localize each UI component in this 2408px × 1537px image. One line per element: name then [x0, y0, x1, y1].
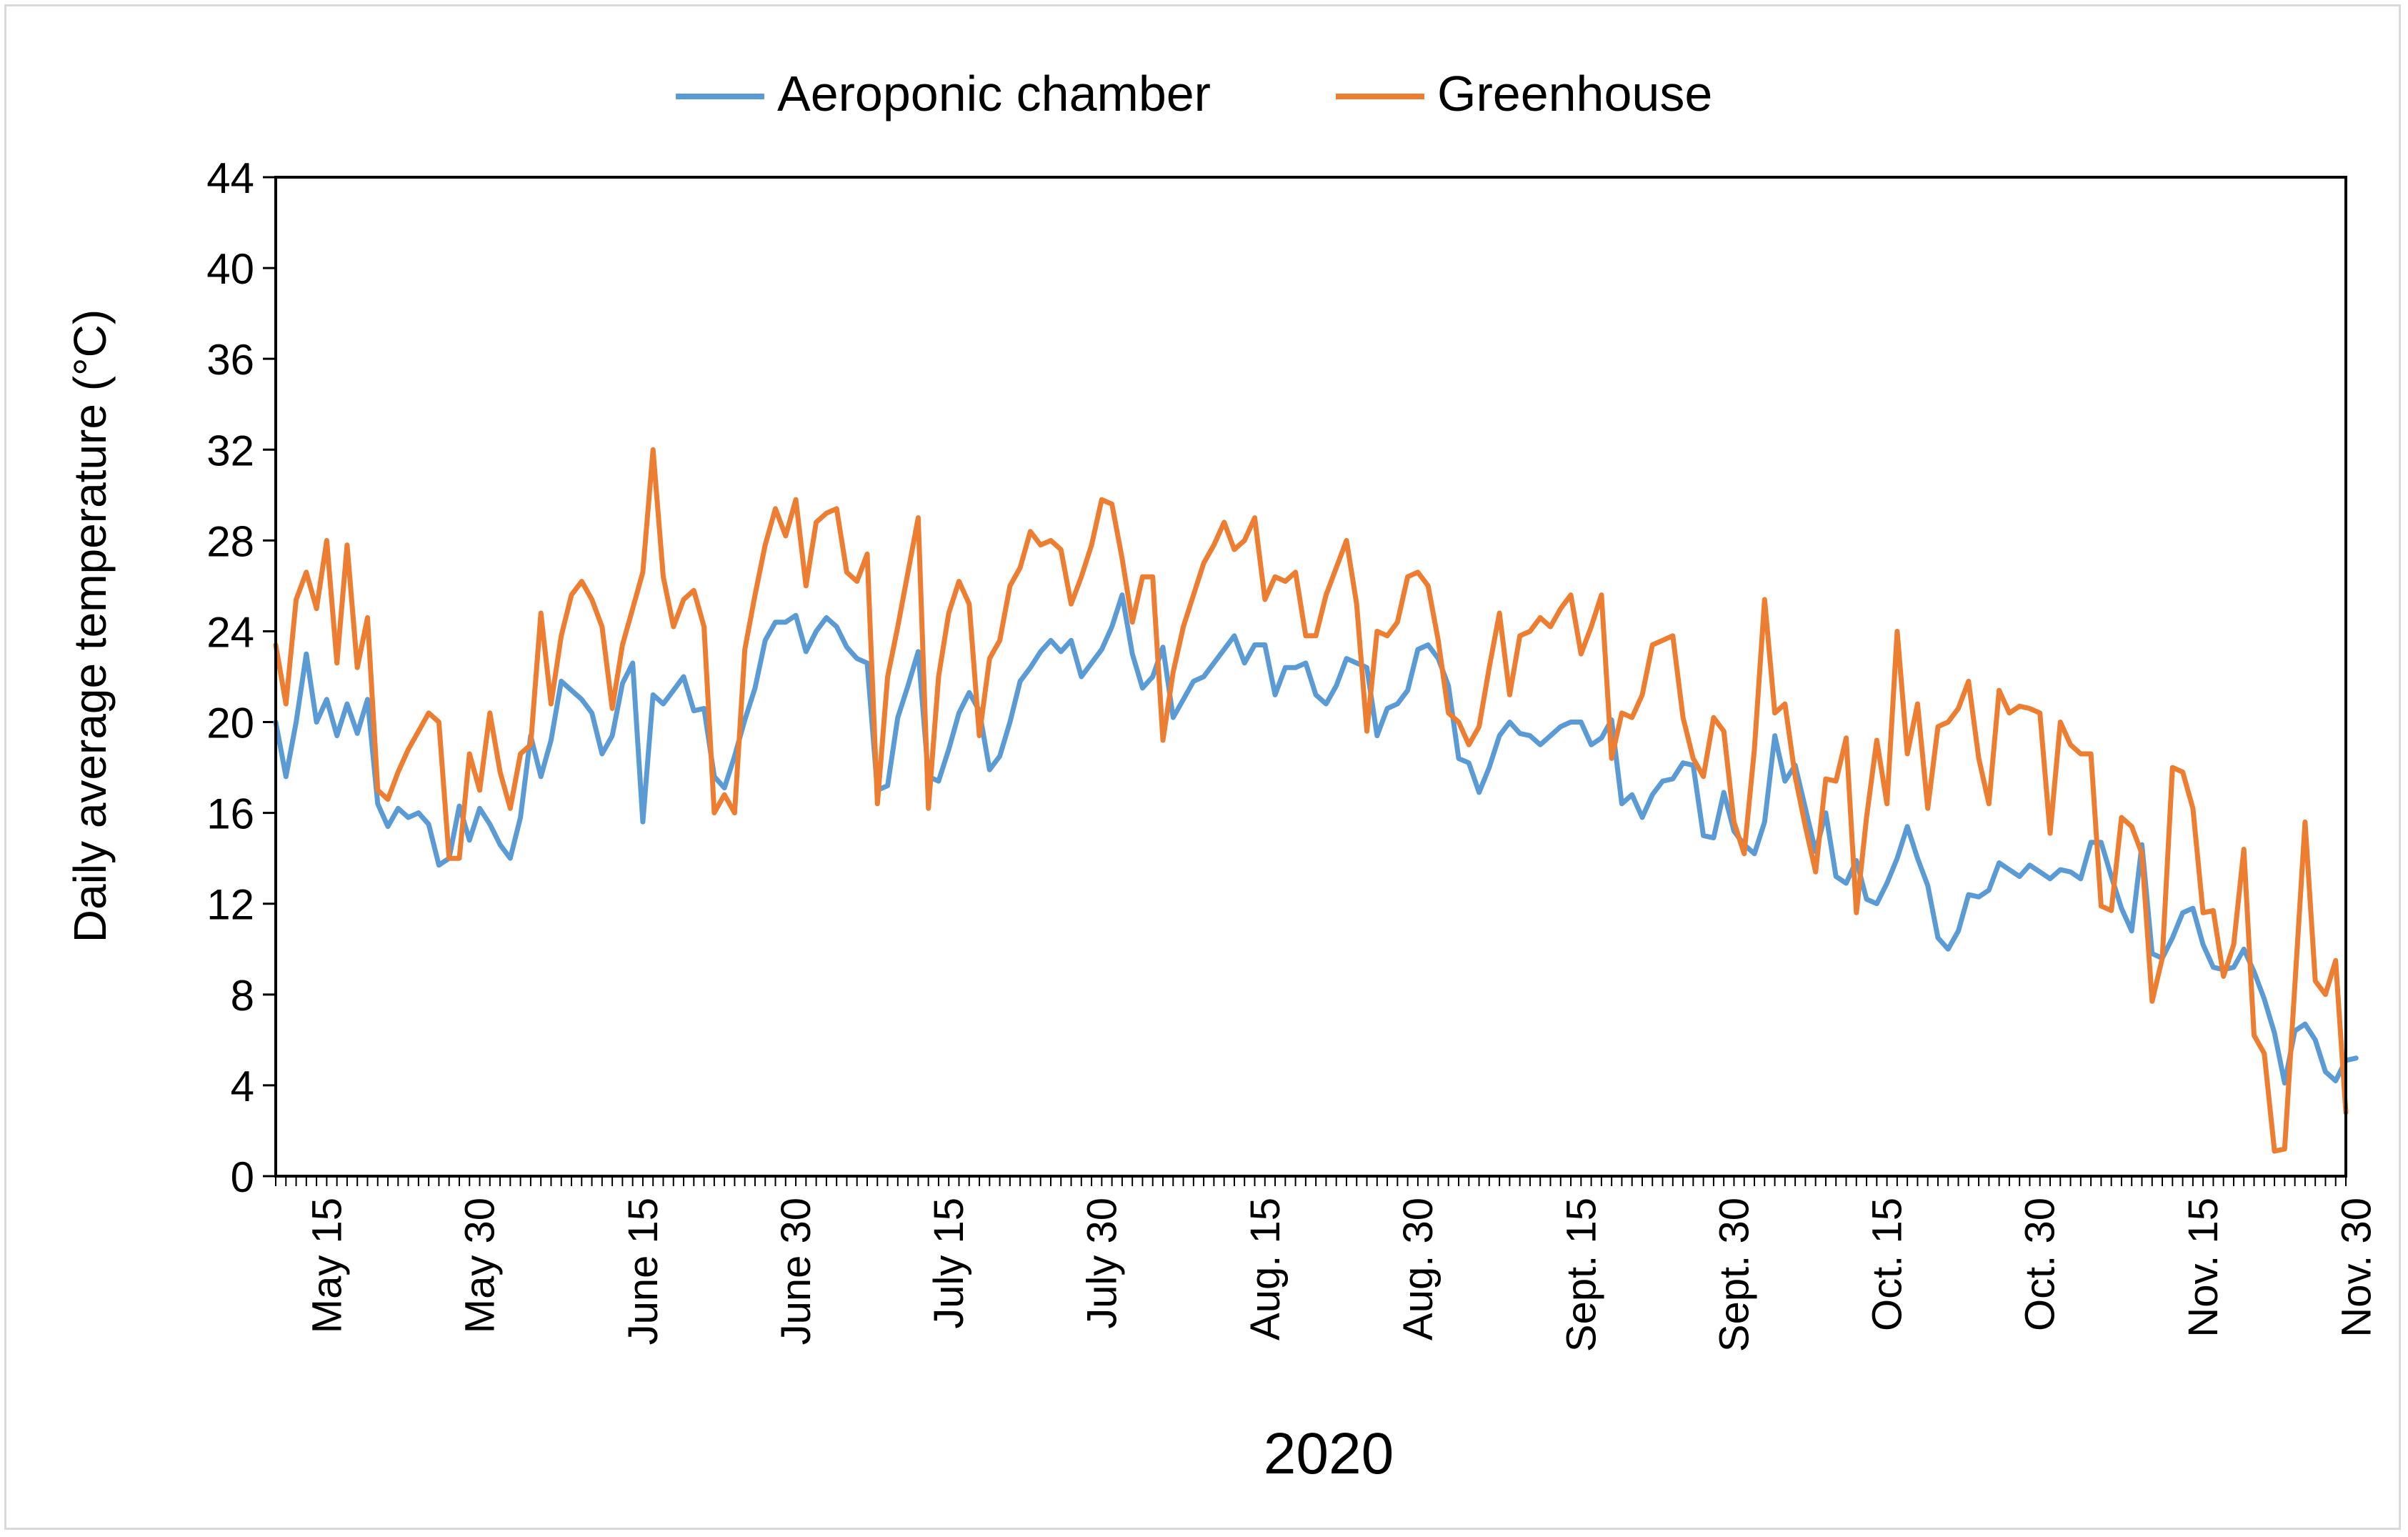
series-line-greenhouse: [273, 447, 2349, 1154]
x-tick-label: Oct. 30: [2017, 1198, 2064, 1331]
legend-label-aeroponic-chamber: Aeroponic chamber: [777, 66, 1211, 121]
y-tick-label: 16: [206, 790, 254, 838]
y-tick-label: 24: [206, 608, 254, 656]
x-tick-label: June 30: [773, 1198, 819, 1345]
legend: Aeroponic chamber Greenhouse: [676, 66, 1712, 121]
x-tick-label: May 30: [457, 1198, 504, 1333]
y-tick-label: 40: [206, 245, 254, 293]
y-axis-title: Daily average temperature (°C): [64, 309, 116, 942]
y-axis-ticks: 0 4 8 12 16 20 24 28 32 36 40 44: [206, 154, 276, 1201]
y-tick-label: 8: [231, 972, 254, 1020]
legend-label-greenhouse: Greenhouse: [1437, 66, 1712, 121]
x-tick-label: Nov. 15: [2180, 1198, 2227, 1338]
series-layer: [273, 447, 2359, 1154]
y-tick-label: 12: [206, 881, 254, 929]
x-axis-ticks: May 15 May 30 June 15 June 30 July 15 July 30…: [275, 1176, 2379, 1352]
y-tick-label: 20: [206, 700, 254, 747]
x-tick-label: May 15: [304, 1198, 350, 1333]
y-tick-label: 32: [206, 427, 254, 474]
x-tick-label: Nov. 30: [2333, 1198, 2379, 1338]
plot-area: [274, 176, 2347, 1178]
x-tick-label: June 15: [620, 1198, 666, 1345]
x-tick-label: Oct. 15: [1864, 1198, 1911, 1331]
y-tick-label: 44: [206, 154, 254, 202]
y-tick-label: 4: [231, 1063, 254, 1110]
series-line-aeroponic-chamber: [273, 592, 2359, 1086]
y-tick-label: 28: [206, 517, 254, 565]
x-axis-title: 2020: [1264, 1421, 1394, 1486]
figure-border: [4, 4, 2401, 1530]
y-tick-label: 36: [206, 336, 254, 384]
x-tick-label: Aug. 15: [1242, 1198, 1289, 1340]
x-tick-label: Sept. 30: [1711, 1198, 1757, 1352]
x-tick-label: Aug. 30: [1395, 1198, 1442, 1340]
x-tick-label: July 30: [1079, 1198, 1125, 1329]
x-tick-label: Sept. 15: [1558, 1198, 1604, 1352]
x-tick-label: July 15: [926, 1198, 972, 1329]
y-tick-label: 0: [231, 1153, 254, 1201]
